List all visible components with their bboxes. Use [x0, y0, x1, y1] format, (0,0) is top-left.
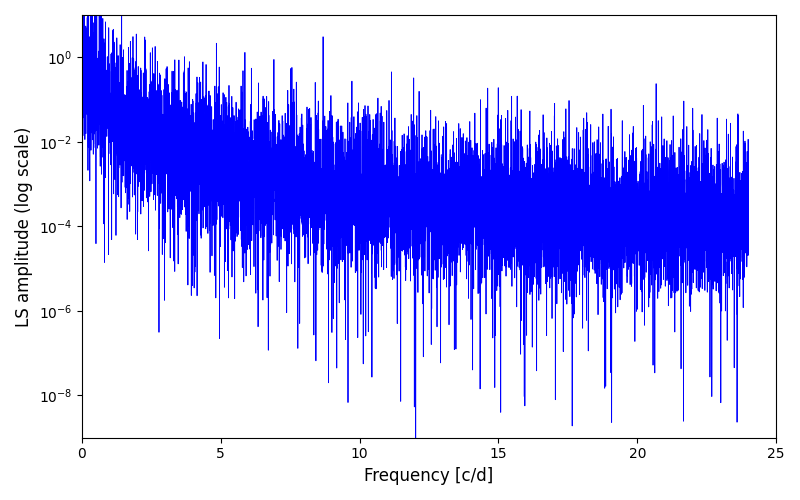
X-axis label: Frequency [c/d]: Frequency [c/d] [364, 467, 494, 485]
Y-axis label: LS amplitude (log scale): LS amplitude (log scale) [15, 126, 33, 326]
